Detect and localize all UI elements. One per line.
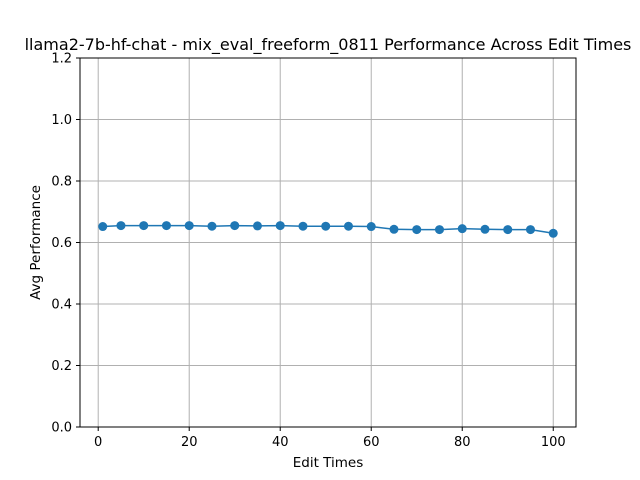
data-point (457, 224, 467, 234)
data-point (434, 225, 444, 235)
x-tick-label: 60 (363, 435, 380, 450)
y-tick-label: 0.8 (51, 175, 72, 190)
data-point (343, 221, 353, 231)
data-point (480, 224, 490, 234)
data-point (525, 225, 535, 235)
x-tick-label: 80 (454, 435, 471, 450)
y-tick-label: 0.2 (51, 359, 72, 374)
data-point (230, 221, 240, 231)
x-tick-label: 40 (272, 435, 289, 450)
y-tick-label: 0.6 (51, 236, 72, 251)
y-tick-label: 1.2 (51, 52, 72, 67)
data-point (116, 221, 126, 231)
x-tick-label: 0 (94, 435, 102, 450)
y-tick-label: 0.4 (51, 298, 72, 313)
x-tick-label: 20 (181, 435, 198, 450)
y-tick-label: 0.0 (51, 421, 72, 436)
data-point (98, 222, 108, 232)
data-point (366, 222, 376, 232)
data-point (139, 221, 149, 231)
data-point (275, 221, 285, 231)
data-point (412, 225, 422, 235)
axis-ticks: 0 20 40 60 80 100 0.0 0.2 0.4 0.6 0.8 1.0 1.2 (51, 52, 565, 451)
data-point (548, 228, 558, 238)
y-axis-label: Avg Performance (28, 185, 44, 300)
y-tick-label: 1.0 (51, 113, 72, 128)
data-point (321, 221, 331, 231)
data-point (207, 221, 217, 231)
x-tick-label: 100 (541, 435, 566, 450)
data-point (389, 224, 399, 234)
data-point (252, 221, 262, 231)
data-point (184, 221, 194, 231)
chart-title: llama2-7b-hf-chat - mix_eval_freeform_08… (25, 35, 632, 55)
data-point (298, 221, 308, 231)
data-point (503, 225, 513, 235)
x-axis-label: Edit Times (293, 455, 364, 471)
series-layer (98, 221, 558, 238)
data-point (161, 221, 171, 231)
